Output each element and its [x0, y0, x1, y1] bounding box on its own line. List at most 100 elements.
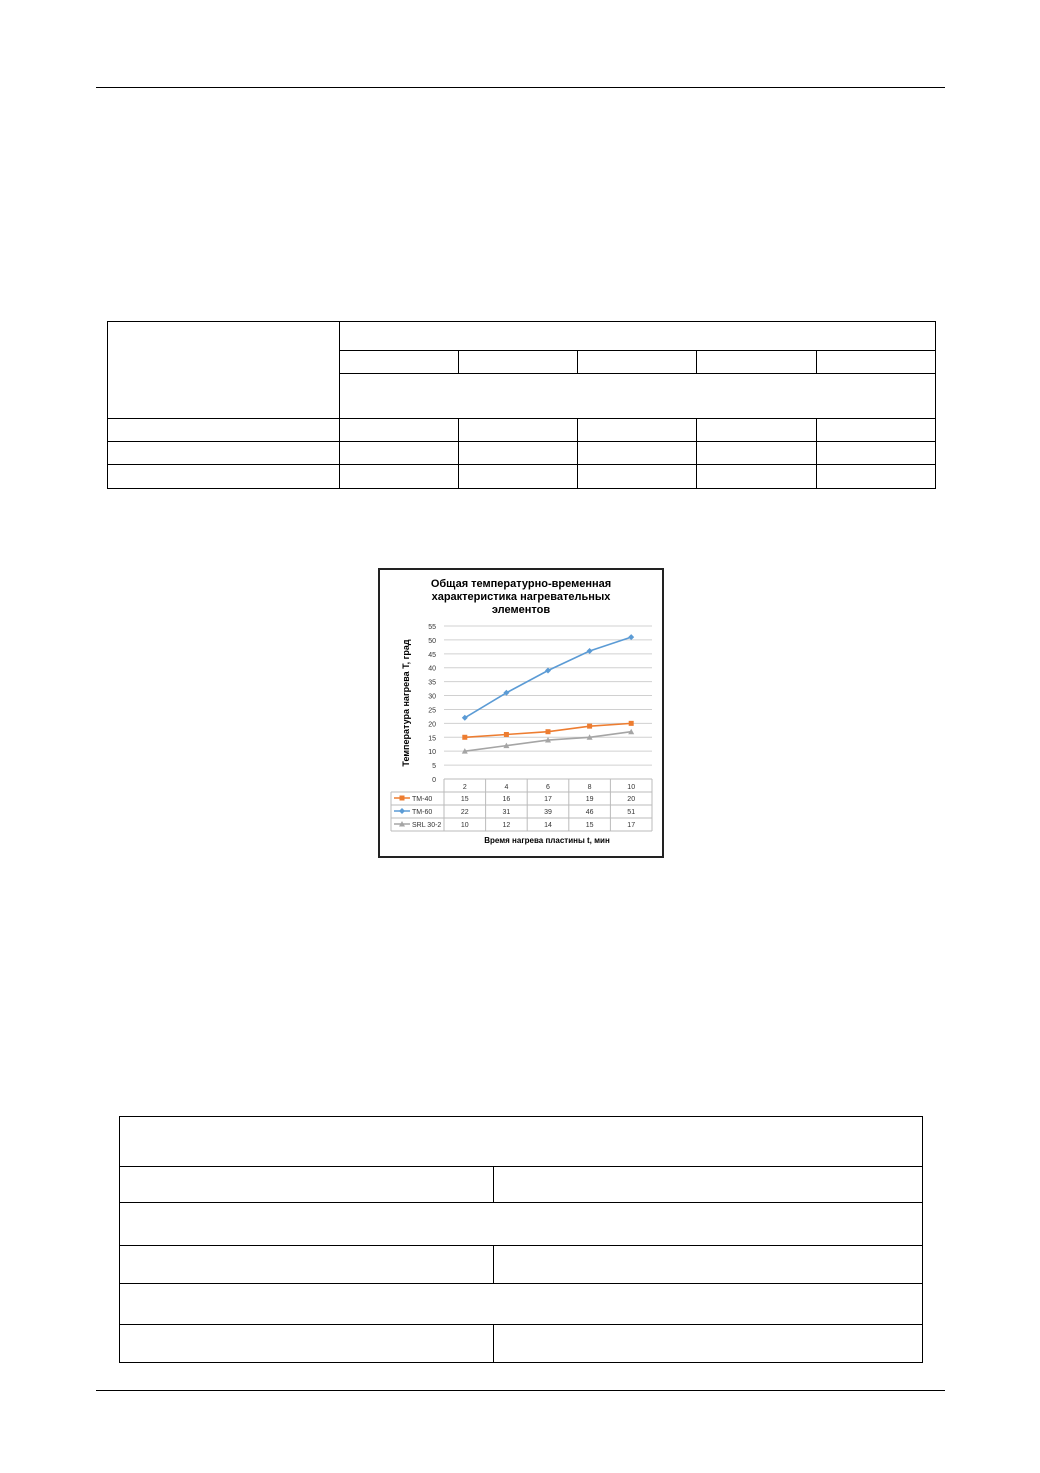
y-axis-label: Температура нагрева T, град: [401, 639, 411, 766]
legend-label: TM-40: [412, 796, 432, 803]
table-cell: [339, 441, 459, 465]
table-cell: [107, 418, 340, 442]
data-table-value: 39: [544, 809, 552, 816]
data-table-value: 46: [586, 809, 594, 816]
data-point: [399, 795, 405, 801]
table-cell: [577, 418, 697, 442]
data-point: [628, 728, 635, 735]
data-table-value: 17: [544, 796, 552, 803]
table-cell: [339, 373, 936, 419]
chart-title-line-2: характеристика нагревательных: [432, 591, 612, 603]
y-tick-label: 10: [428, 749, 436, 756]
table-cell: [816, 464, 936, 489]
data-table-value: 10: [461, 822, 469, 829]
data-table-value: 15: [586, 822, 594, 829]
data-point: [399, 821, 405, 827]
data-table-value: 19: [586, 796, 594, 803]
data-point: [503, 731, 509, 737]
table-cell: [107, 321, 340, 419]
table-cell: [816, 418, 936, 442]
table-cell: [339, 464, 459, 489]
table-cell: [696, 464, 817, 489]
table-cell: [119, 1166, 494, 1203]
x-tick-label: 8: [588, 784, 592, 791]
table-cell: [696, 441, 817, 465]
data-table-value: 20: [627, 796, 635, 803]
table-cell: [577, 464, 697, 489]
table-cell: [107, 441, 340, 465]
chart-title-line-3: элементов: [492, 604, 550, 616]
data-point: [503, 689, 510, 696]
series-tm-40: TM-40 15 16 17 19 20: [394, 720, 635, 803]
y-tick-label: 50: [428, 638, 436, 645]
y-tick-label: 45: [428, 652, 436, 659]
data-point: [586, 648, 593, 655]
table-cell: [107, 464, 340, 489]
table-cell: [577, 350, 697, 374]
table-cell: [458, 350, 578, 374]
table-cell: [493, 1324, 923, 1363]
x-tick-label: 10: [627, 784, 635, 791]
legend-label: SRL 30-2: [412, 822, 441, 829]
y-tick-label: 0: [432, 777, 436, 784]
data-point: [628, 634, 635, 641]
y-tick-label: 40: [428, 666, 436, 673]
data-table-value: 16: [503, 796, 511, 803]
legend-label: TM-60: [412, 809, 432, 816]
table-cell: [119, 1116, 923, 1167]
y-tick-label: 30: [428, 694, 436, 701]
table-cell: [119, 1202, 923, 1246]
y-tick-label: 20: [428, 721, 436, 728]
x-tick-label: 4: [504, 784, 508, 791]
data-point: [628, 720, 634, 726]
y-tick-label: 55: [428, 624, 436, 631]
data-point: [545, 667, 551, 674]
data-table-value: 15: [461, 796, 469, 803]
series-line: [464, 636, 632, 719]
table-cell: [119, 1245, 494, 1284]
y-tick-label: 35: [428, 680, 436, 687]
y-tick-label: 15: [428, 735, 436, 742]
data-point: [545, 737, 551, 743]
data-point: [399, 808, 405, 814]
table-cell: [696, 350, 817, 374]
chart-image: Общая температурно-временная характерист…: [378, 568, 664, 858]
data-table-value: 12: [503, 822, 511, 829]
series-srl-30-2: SRL 30-2 10 12 14 15 17: [394, 728, 635, 829]
table-cell: [458, 441, 578, 465]
data-point: [545, 729, 551, 735]
data-table-value: 31: [503, 809, 511, 816]
footer-rule: [96, 1390, 945, 1391]
data-table-value: 17: [627, 822, 635, 829]
data-point: [587, 723, 593, 729]
y-tick-label: 5: [432, 763, 436, 770]
chart-svg: Общая температурно-временная характерист…: [390, 578, 653, 845]
data-point: [503, 742, 510, 749]
table-cell: [339, 350, 459, 374]
table-cell: [119, 1324, 494, 1363]
data-table-value: 14: [544, 822, 552, 829]
data-table-value: 22: [461, 809, 469, 816]
data-point: [586, 734, 593, 740]
table-cell: [119, 1283, 923, 1325]
table-cell: [577, 441, 697, 465]
header-rule: [96, 87, 945, 88]
table-cell: [339, 418, 459, 442]
table-cell: [339, 321, 936, 351]
table-cell: [816, 350, 936, 374]
data-table-value: 51: [627, 809, 635, 816]
table-cell: [493, 1166, 923, 1203]
x-axis-label: Время нагрева пластины t, мин: [484, 836, 610, 845]
table-cell: [458, 418, 578, 442]
x-tick-label: 2: [463, 784, 467, 791]
table-cell: [458, 464, 578, 489]
y-tick-label: 25: [428, 707, 436, 714]
data-point: [461, 714, 468, 721]
chart-title-line-1: Общая температурно-временная: [431, 578, 611, 590]
table-cell: [493, 1245, 923, 1284]
data-point: [461, 748, 468, 754]
table-cell: [816, 441, 936, 465]
series-tm-60: TM-60 22 31 39 46 51: [394, 634, 635, 816]
data-point: [462, 734, 468, 740]
x-tick-label: 6: [546, 784, 550, 791]
